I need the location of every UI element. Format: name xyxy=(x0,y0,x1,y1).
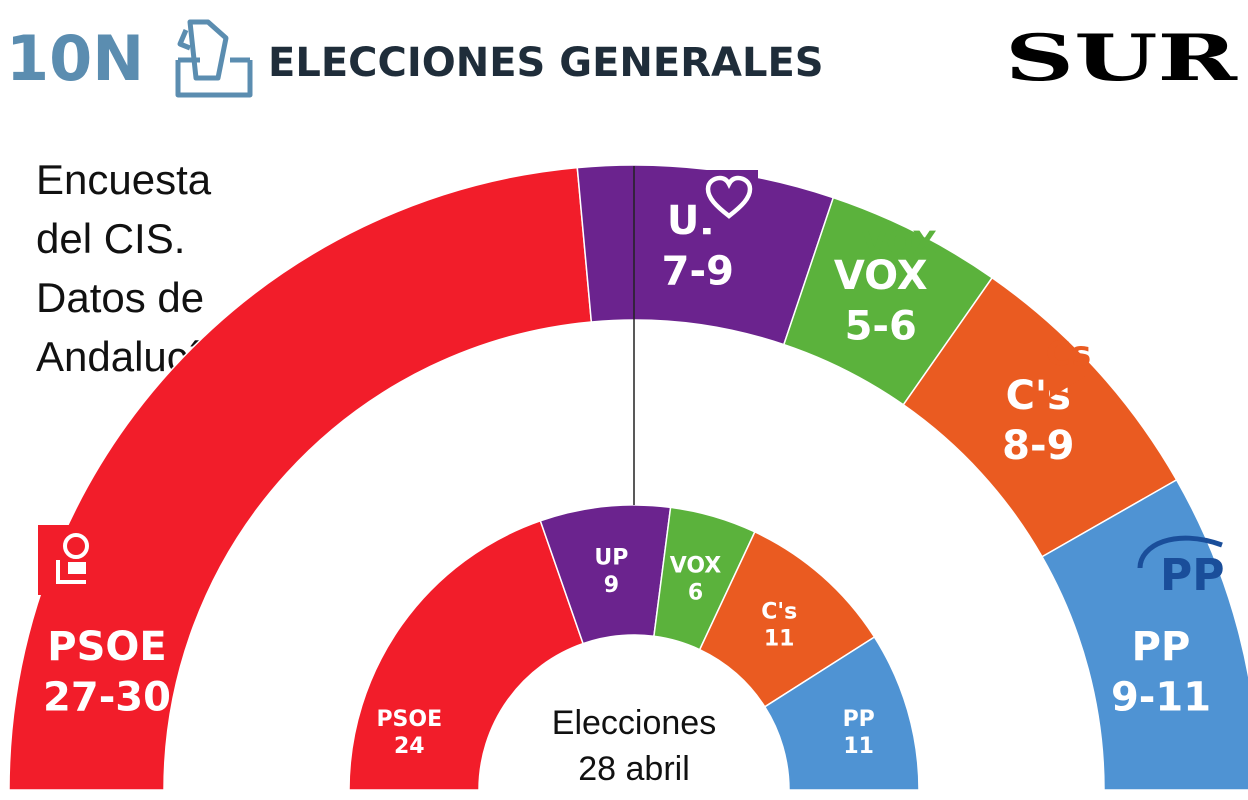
pp-logo: PP xyxy=(1137,535,1225,601)
ballot-box-icon xyxy=(175,19,253,98)
arc-pp xyxy=(763,636,920,791)
label-pp-name: PP xyxy=(1132,624,1191,670)
svg-text:PP: PP xyxy=(1160,550,1225,601)
election-ring xyxy=(348,504,920,791)
arc-psoe xyxy=(348,519,585,791)
header-title: ELECCIONES GENERALES xyxy=(268,40,824,86)
subtitle: Encuesta del CIS. Datos de Andalucía xyxy=(36,156,223,380)
podemos-heart-logo xyxy=(700,170,758,228)
label-cs-value: 8-9 xyxy=(1002,423,1074,469)
svg-text:Cs: Cs xyxy=(1046,334,1091,374)
poll-ring xyxy=(8,164,1248,791)
center-label-line: Elecciones xyxy=(552,704,716,742)
label-pp-value: 9-11 xyxy=(1111,675,1211,721)
label-up-value: 7-9 xyxy=(662,249,734,295)
arc-psoe xyxy=(8,166,593,791)
ciudadanos-logo: Cs xyxy=(1046,334,1091,398)
label-cs-name: C's xyxy=(761,599,797,624)
label-up-value: 9 xyxy=(604,573,619,598)
label-vox-value: 6 xyxy=(688,581,703,606)
psoe-rose-logo xyxy=(38,525,108,595)
center-label-line: 28 abril xyxy=(578,750,690,788)
arc-pp xyxy=(1041,478,1248,791)
brand-logo: SUR xyxy=(1005,21,1238,96)
header-date: 10N xyxy=(6,22,144,95)
label-pp-value: 11 xyxy=(843,734,874,759)
vox-logo: VOX xyxy=(862,224,937,262)
label-vox-name: VOX xyxy=(834,253,928,299)
label-psoe-name: PSOE xyxy=(47,624,166,670)
label-up-name: UP xyxy=(594,546,628,571)
label-vox-name: VOX xyxy=(670,553,722,578)
label-psoe-value: 27-30 xyxy=(43,675,171,721)
label-psoe-name: PSOE xyxy=(376,707,442,732)
label-cs-value: 11 xyxy=(764,627,795,652)
label-vox-value: 5-6 xyxy=(845,304,917,350)
poll-labels: PSOE 27-30 UP 7-9 VOX 5-6 C's 8-9 PP 9-11 xyxy=(43,198,1211,720)
subtitle-line: del CIS. xyxy=(36,215,185,262)
label-pp-name: PP xyxy=(843,707,875,732)
label-psoe-value: 24 xyxy=(394,734,425,759)
subtitle-line: Encuesta xyxy=(36,156,212,203)
subtitle-line: Datos de xyxy=(36,274,204,321)
